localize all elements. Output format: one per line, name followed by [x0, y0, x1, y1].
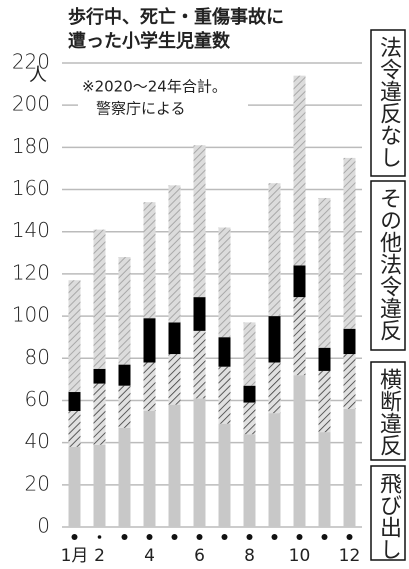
bar-segment: [193, 145, 206, 298]
bar-segment: [193, 398, 206, 527]
x-tick-label: 6: [194, 546, 205, 566]
bar-segment: [318, 370, 331, 433]
x-tick-label: 8: [244, 546, 255, 566]
legend-label: その他法令違反: [376, 187, 402, 341]
annotation-bg: [78, 74, 248, 120]
bar-segment: [318, 197, 331, 348]
bar-segment: [268, 183, 281, 317]
tick-dot: [97, 535, 102, 539]
bar-segment: [343, 408, 356, 527]
tick-dot: [221, 534, 228, 540]
legend-box: [370, 180, 406, 351]
tick-dot: [171, 534, 178, 540]
legend-label: 横断違反: [376, 368, 402, 456]
bar-segment: [218, 227, 231, 338]
bar-segment: [293, 375, 306, 527]
x-tick-label: 10: [289, 546, 311, 566]
bar-segment: [243, 434, 256, 527]
tick-dot: [71, 534, 78, 540]
legend-box: [370, 361, 406, 461]
tick-dot: [146, 534, 153, 540]
bar-segment: [343, 354, 356, 409]
legend-label: 飛び出し: [376, 472, 402, 560]
bar-segment: [168, 354, 181, 405]
bar-segment: [93, 383, 106, 445]
y-tick-label: 20: [25, 471, 50, 495]
bar-segment: [343, 157, 356, 329]
bar-segment: [243, 385, 256, 403]
annotation: 警察庁による: [96, 100, 186, 118]
bar-segment: [193, 330, 206, 399]
bar-segment: [168, 322, 181, 355]
bar-segment: [68, 411, 81, 447]
chart-title: 遭った小学生児童数: [68, 30, 231, 52]
y-tick-label: 60: [25, 387, 50, 411]
bar-segment: [218, 423, 231, 527]
bar-segment: [93, 229, 106, 369]
y-tick-label: 0: [37, 514, 50, 538]
y-tick-label: 80: [25, 345, 50, 369]
bar-segment: [118, 427, 131, 527]
bar-segment: [68, 280, 81, 393]
legend-box: [370, 29, 406, 177]
legend-label: 法令違反なし: [376, 36, 402, 168]
tick-dot: [196, 534, 203, 540]
tick-dot: [121, 534, 128, 540]
annotation: ※2020～24年合計。: [82, 78, 227, 96]
bar-segment: [193, 297, 206, 331]
bar-segment: [168, 404, 181, 527]
x-tick-label: 2: [94, 546, 105, 566]
x-tick-label: 1月: [61, 546, 89, 566]
y-tick-label: 160: [12, 176, 50, 200]
bar-segment: [93, 444, 106, 527]
bar-segment: [118, 364, 131, 386]
tick-dot: [296, 534, 303, 540]
bar-segment: [93, 368, 106, 384]
bar-segment: [143, 362, 156, 411]
bar-segment: [143, 411, 156, 527]
bar-segment: [143, 202, 156, 319]
y-tick-label: 180: [12, 134, 50, 158]
x-tick-label: 4: [144, 546, 155, 566]
y-tick-label: 100: [12, 303, 50, 327]
bar-segment: [218, 366, 231, 424]
bar-segment: [68, 446, 81, 527]
legend-box: [370, 465, 406, 561]
tick-dot: [346, 534, 353, 540]
bar-segment: [218, 337, 231, 367]
bar-segment: [268, 413, 281, 527]
bar-segment: [293, 265, 306, 298]
bar-segment: [318, 347, 331, 371]
bar-segment: [143, 318, 156, 363]
bar-segment: [343, 328, 356, 355]
y-tick-label: 120: [12, 260, 50, 284]
y-tick-label: 220: [12, 50, 50, 74]
y-tick-label: 140: [12, 218, 50, 242]
bar-segment: [68, 392, 81, 411]
tick-dot: [321, 534, 328, 540]
bar-segment: [118, 385, 131, 428]
tick-dot: [246, 534, 253, 540]
y-tick-label: 200: [12, 92, 50, 116]
bar-segment: [293, 75, 306, 266]
unit-label: 人: [29, 65, 47, 86]
tick-dot: [271, 534, 278, 540]
bar-segment: [293, 297, 306, 376]
bar-segment: [118, 257, 131, 365]
x-tick-label: 12: [339, 546, 361, 566]
bar-segment: [318, 432, 331, 527]
y-tick-label: 40: [25, 429, 50, 453]
bar-segment: [268, 362, 281, 414]
chart-title: 歩行中、死亡・重傷事故に: [68, 6, 284, 28]
bar-segment: [243, 402, 256, 435]
bar-segment: [268, 316, 281, 363]
bar-segment: [243, 322, 256, 386]
bar-segment: [168, 185, 181, 323]
